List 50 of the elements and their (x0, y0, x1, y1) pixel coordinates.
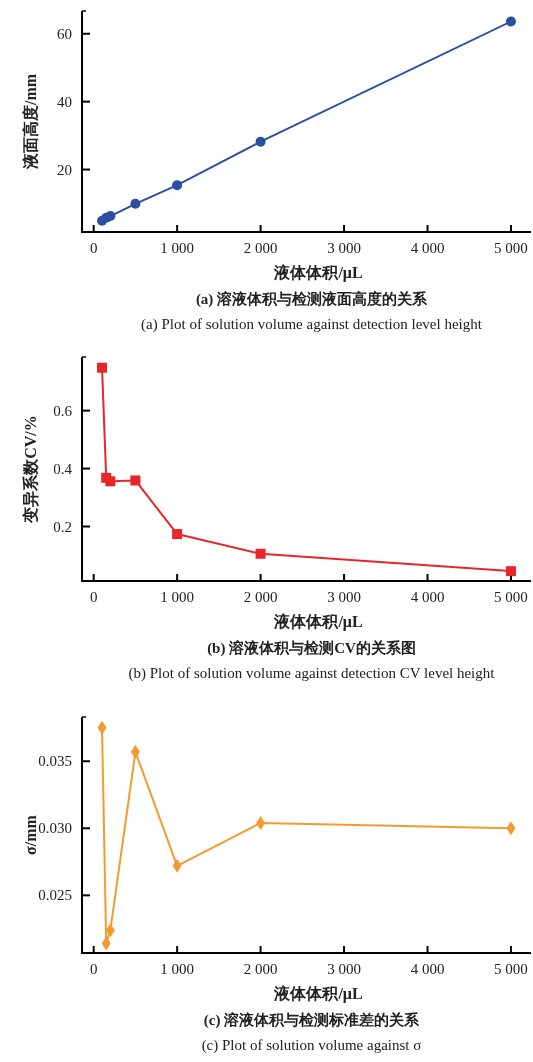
point (130, 475, 141, 486)
text: (a) Plot of solution volume against detection level height (141, 316, 483, 333)
x-tick-label: 5 000 (494, 961, 528, 977)
point (105, 476, 116, 487)
x-axis-title: 液体体积/μL (273, 264, 363, 282)
y-tick-label: 0.6 (53, 402, 73, 419)
y-tick-label: 60 (57, 25, 72, 42)
x-tick-label: 3 000 (327, 240, 361, 256)
text: (c) 溶液体积与检测标准差的关系 (203, 1011, 421, 1029)
point (105, 211, 116, 222)
x-tick-label: 2 000 (243, 240, 278, 256)
point (172, 529, 183, 540)
x-axis-title: 液体体积/μL (273, 613, 363, 631)
x-tick-label: 3 000 (327, 589, 361, 605)
point (505, 566, 516, 577)
x-tick-label: 5 000 (494, 589, 528, 605)
x-tick-label: 5 000 (494, 240, 528, 256)
y-tick-label: 0.035 (38, 753, 72, 770)
x-tick-label: 1 000 (160, 961, 195, 977)
x-tick-label: 0 (89, 589, 98, 605)
y-tick-label: 0.2 (53, 518, 72, 535)
x-tick-label: 2 000 (243, 961, 278, 977)
y-tick-label: 40 (57, 93, 72, 110)
y-axis-title: 液面高度/mm (21, 73, 39, 171)
x-tick-label: 1 000 (160, 589, 195, 605)
x-tick-label: 1 000 (160, 240, 195, 256)
point (255, 548, 266, 559)
x-tick-label: 4 000 (410, 961, 445, 977)
y-axis-title: σ/mm (22, 814, 39, 855)
point (505, 16, 516, 27)
y-tick-label: 20 (57, 161, 72, 178)
text: (c) Plot of solution volume against σ (201, 1037, 422, 1054)
text: (b) 溶液体积与检测CV的关系图 (207, 639, 416, 657)
x-tick-label: 4 000 (410, 240, 445, 256)
point (255, 136, 266, 147)
x-tick-label: 2 000 (243, 589, 278, 605)
point (130, 198, 141, 209)
y-tick-label: 0.025 (38, 887, 72, 904)
point (172, 180, 183, 191)
x-tick-label: 3 000 (327, 961, 361, 977)
x-axis-title: 液体体积/μL (273, 985, 363, 1003)
x-tick-label: 4 000 (410, 589, 445, 605)
x-tick-label: 0 (89, 240, 98, 256)
y-tick-label: 0.4 (53, 460, 73, 477)
text: (a) 溶液体积与检测液面高度的关系 (195, 290, 429, 308)
y-axis-title: 变异系数CV/% (22, 415, 39, 524)
point (97, 362, 108, 373)
x-tick-label: 0 (89, 961, 98, 977)
text: (b) Plot of solution volume against detection CV level height (128, 665, 496, 682)
y-tick-label: 0.030 (38, 820, 72, 837)
